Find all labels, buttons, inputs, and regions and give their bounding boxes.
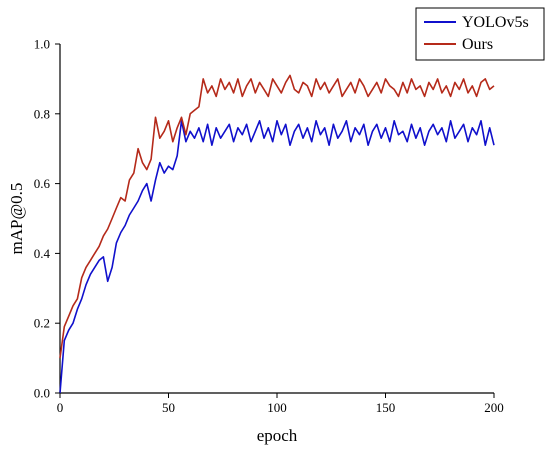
legend-label-ours: Ours xyxy=(462,36,493,53)
x-tick-label: 200 xyxy=(484,400,504,415)
y-tick-label: 0.0 xyxy=(34,386,50,401)
x-tick-label: 100 xyxy=(267,400,287,415)
y-axis-label: mAP@0.5 xyxy=(7,183,26,255)
y-tick-label: 0.4 xyxy=(34,246,51,261)
series-line-ours xyxy=(59,74,495,359)
y-tick-label: 0.8 xyxy=(34,106,50,121)
legend: YOLOv5s Ours xyxy=(415,7,545,61)
y-tick-label: 0.6 xyxy=(34,176,51,191)
x-tick-label: 50 xyxy=(162,400,175,415)
ticks: 0 50 100 150 200 0.0 0.2 0.4 0.6 0.8 1.0 xyxy=(34,37,504,416)
axes xyxy=(59,44,494,394)
plot-lines xyxy=(59,74,495,394)
legend-box xyxy=(415,7,545,61)
legend-label-yolov5s: YOLOv5s xyxy=(462,14,529,31)
y-tick-label: 1.0 xyxy=(34,37,50,52)
x-axis-label: epoch xyxy=(257,426,298,445)
x-tick-label: 0 xyxy=(57,400,64,415)
series-line-yolov5s xyxy=(59,120,495,394)
x-tick-label: 150 xyxy=(376,400,396,415)
y-tick-label: 0.2 xyxy=(34,316,50,331)
